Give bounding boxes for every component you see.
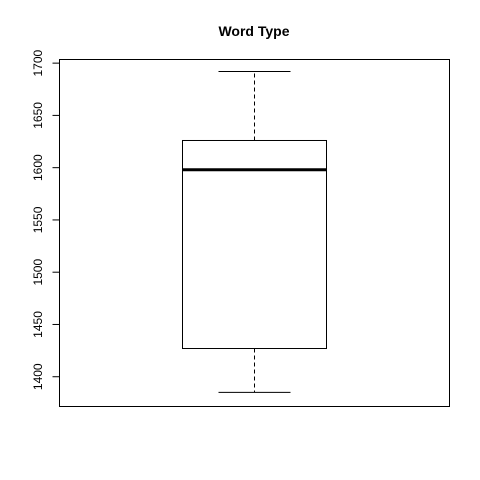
y-tick-label-1650: 1650 xyxy=(31,102,45,129)
chart-title: Word Type xyxy=(218,23,289,39)
y-tick-label-1550: 1550 xyxy=(31,206,45,233)
box-element xyxy=(182,70,327,393)
y-tick-label-1700: 1700 xyxy=(31,49,45,76)
y-tick-label-1450: 1450 xyxy=(31,311,45,338)
y-axis: 1400 1450 1500 1550 1600 1650 1700 xyxy=(31,49,60,390)
iqr-box xyxy=(182,139,327,350)
y-tick-label-1400: 1400 xyxy=(31,363,45,390)
y-tick-label-1500: 1500 xyxy=(31,259,45,286)
y-tick-label-1600: 1600 xyxy=(31,154,45,181)
